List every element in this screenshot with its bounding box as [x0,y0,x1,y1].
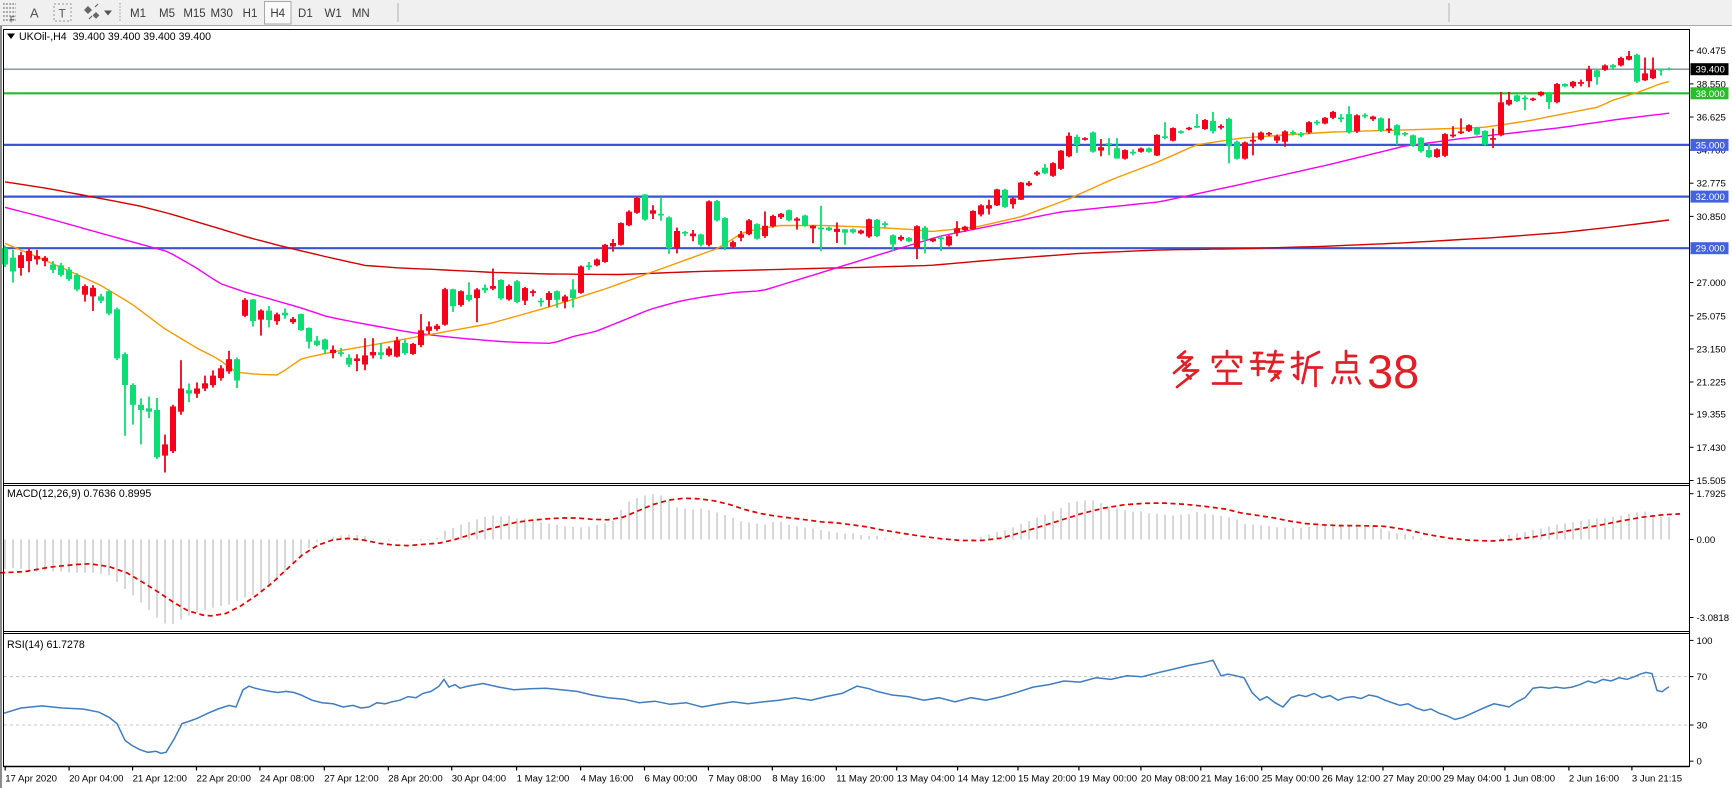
svg-text:20 Apr 04:00: 20 Apr 04:00 [69,774,123,785]
svg-text:26 May 12:00: 26 May 12:00 [1322,774,1380,785]
svg-text:39.400: 39.400 [1696,65,1725,76]
svg-text:35.000: 35.000 [1696,140,1725,151]
svg-text:1.7925: 1.7925 [1697,489,1726,500]
svg-text:M30: M30 [211,8,233,20]
svg-text:RSI(14) 61.7278: RSI(14) 61.7278 [7,639,85,651]
svg-text:19.355: 19.355 [1697,410,1726,421]
svg-text:6 May 00:00: 6 May 00:00 [645,774,698,785]
svg-text:100: 100 [1697,636,1713,647]
svg-text:70: 70 [1697,672,1708,683]
svg-text:23.150: 23.150 [1697,344,1726,355]
svg-text:30 Apr 04:00: 30 Apr 04:00 [452,774,506,785]
svg-text:40.475: 40.475 [1697,46,1726,57]
svg-text:D1: D1 [298,8,313,20]
svg-text:32.775: 32.775 [1697,179,1726,190]
svg-text:19 May 00:00: 19 May 00:00 [1079,774,1137,785]
svg-text:-3.0818: -3.0818 [1697,613,1730,624]
svg-text:38.000: 38.000 [1696,89,1725,100]
svg-text:MACD(12,26,9) 0.7636 0.8995: MACD(12,26,9) 0.7636 0.8995 [7,488,151,500]
svg-text:25.075: 25.075 [1697,311,1726,322]
svg-text:38: 38 [1367,345,1419,398]
svg-text:M5: M5 [159,8,175,20]
svg-text:21.225: 21.225 [1697,378,1726,389]
svg-text:W1: W1 [324,8,341,20]
svg-text:38.550: 38.550 [1697,79,1726,90]
svg-text:28 Apr 20:00: 28 Apr 20:00 [388,774,442,785]
svg-text:34.700: 34.700 [1697,146,1726,157]
svg-text:15.505: 15.505 [1697,476,1726,487]
svg-text:29.000: 29.000 [1696,244,1725,255]
svg-text:H1: H1 [243,8,258,20]
svg-text:29 May 04:00: 29 May 04:00 [1443,774,1501,785]
svg-text:M15: M15 [183,8,205,20]
svg-text:8 May 16:00: 8 May 16:00 [772,774,825,785]
svg-text:17.430: 17.430 [1697,443,1726,454]
svg-text:20 May 08:00: 20 May 08:00 [1141,774,1199,785]
svg-text:0: 0 [1697,757,1702,768]
svg-text:30.850: 30.850 [1697,212,1726,223]
svg-text:4 May 16:00: 4 May 16:00 [581,774,634,785]
svg-text:32.000: 32.000 [1696,192,1725,203]
svg-text:27.000: 27.000 [1697,278,1726,289]
svg-text:17 Apr 2020: 17 Apr 2020 [5,774,57,785]
svg-text:15 May 20:00: 15 May 20:00 [1018,774,1076,785]
svg-text:7 May 08:00: 7 May 08:00 [708,774,761,785]
svg-text:A: A [30,6,39,21]
svg-text:1 May 12:00: 1 May 12:00 [517,774,570,785]
svg-text:UKOil-,H4 39.400 39.400 39.40: UKOil-,H4 39.400 39.400 39.400 39.400 [19,31,211,43]
svg-text:22 Apr 20:00: 22 Apr 20:00 [197,774,251,785]
svg-text:H4: H4 [270,8,285,20]
svg-text:1 Jun 08:00: 1 Jun 08:00 [1505,774,1555,785]
svg-text:F: F [10,16,15,25]
svg-text:24 Apr 08:00: 24 Apr 08:00 [260,774,314,785]
svg-text:30: 30 [1697,721,1708,732]
svg-text:3 Jun 21:15: 3 Jun 21:15 [1632,774,1682,785]
svg-text:M1: M1 [130,8,146,20]
svg-text:MN: MN [352,8,370,20]
svg-text:13 May 04:00: 13 May 04:00 [897,774,955,785]
svg-text:27 May 20:00: 27 May 20:00 [1383,774,1441,785]
svg-text:25 May 00:00: 25 May 00:00 [1262,774,1320,785]
svg-text:14 May 12:00: 14 May 12:00 [958,774,1016,785]
svg-text:0.00: 0.00 [1697,535,1716,546]
svg-text:21 Apr 12:00: 21 Apr 12:00 [133,774,187,785]
svg-text:T: T [59,7,67,21]
svg-text:2 Jun 16:00: 2 Jun 16:00 [1569,774,1619,785]
svg-text:21 May 16:00: 21 May 16:00 [1201,774,1259,785]
svg-text:27 Apr 12:00: 27 Apr 12:00 [324,774,378,785]
svg-text:11 May 20:00: 11 May 20:00 [836,774,893,785]
svg-text:36.625: 36.625 [1697,113,1726,124]
